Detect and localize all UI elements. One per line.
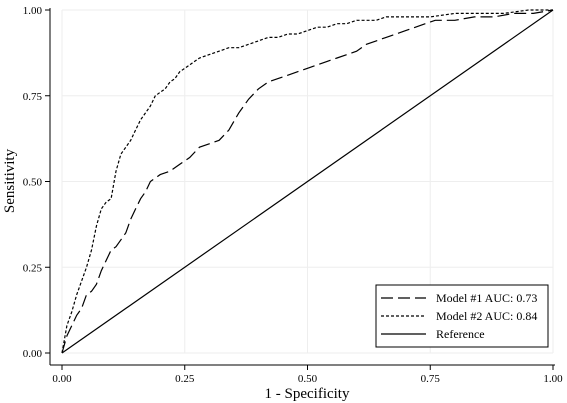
y-tick-label-3: 0.75 (23, 91, 43, 103)
legend-label-0: Model #1 AUC: 0.73 (436, 291, 537, 305)
y-axis-title: Sensitivity (2, 148, 18, 213)
series-line-0 (61, 9, 554, 354)
axes: 0.00 0.25 0.50 0.75 1.00 0.00 0.25 0.50 0.75 1.00 (23, 5, 563, 385)
x-tick-label-2: 0.50 (298, 373, 318, 385)
series-line-2 (61, 9, 554, 354)
y-tick-label-0: 0.00 (23, 348, 43, 360)
x-tick-label-1: 0.25 (175, 373, 195, 385)
series-line-1 (61, 9, 553, 354)
series-lines (61, 9, 554, 354)
y-tick-label-2: 0.50 (23, 177, 43, 189)
x-tick-label-3: 0.75 (421, 373, 441, 385)
legend: Model #1 AUC: 0.73 Model #2 AUC: 0.84 Refe… (375, 284, 549, 348)
x-tick-label-4: 1.00 (543, 373, 563, 385)
x-axis-title: 1 - Specificity (265, 386, 350, 402)
y-tick-label-1: 0.25 (23, 262, 43, 274)
legend-label-2: Reference (436, 327, 485, 341)
legend-label-1: Model #2 AUC: 0.84 (436, 309, 537, 323)
y-tick-label-4: 1.00 (23, 5, 43, 17)
legend-box (375, 284, 549, 348)
x-tick-label-0: 0.00 (52, 373, 72, 385)
